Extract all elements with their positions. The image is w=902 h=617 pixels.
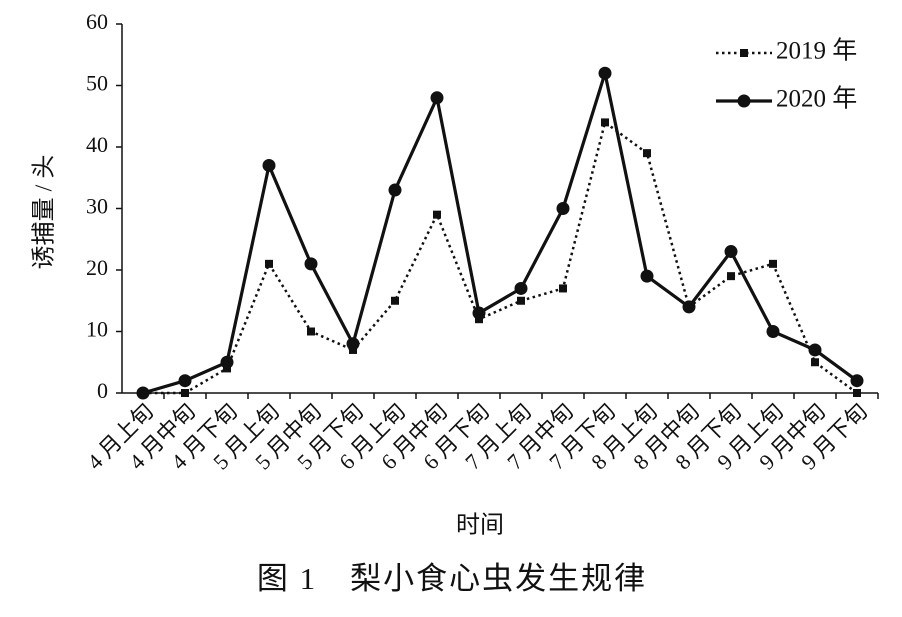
marker (220, 355, 234, 369)
x-axis-title: 时间 (456, 512, 504, 539)
marker (724, 245, 738, 259)
marker (472, 306, 486, 320)
marker (181, 389, 189, 397)
series-line (142, 72, 858, 395)
marker (388, 183, 402, 197)
marker (517, 296, 525, 305)
legend-marker (737, 94, 751, 108)
marker (559, 284, 567, 293)
marker (598, 66, 612, 80)
marker (178, 374, 192, 388)
y-tick-label: 20 (86, 255, 108, 280)
marker (307, 327, 315, 336)
marker (811, 358, 819, 367)
y-tick-label: 0 (97, 378, 108, 403)
marker (430, 91, 444, 105)
y-tick-label: 30 (86, 194, 108, 219)
marker (346, 337, 360, 351)
marker (262, 158, 276, 172)
marker (556, 202, 570, 215)
series-line (143, 120, 858, 395)
marker (853, 389, 861, 397)
legend-marker (740, 49, 748, 57)
marker (265, 259, 273, 268)
marker (769, 259, 777, 268)
marker (640, 269, 654, 283)
marker (766, 325, 780, 338)
marker (304, 257, 318, 271)
y-tick-label: 40 (86, 132, 108, 157)
marker (136, 386, 150, 400)
y-tick-label: 60 (86, 9, 108, 34)
y-axis-title: 诱捕量 / 头 (31, 155, 58, 270)
legend-label: 2020 年 (776, 85, 857, 113)
marker (514, 281, 528, 295)
marker (601, 118, 609, 127)
marker (808, 343, 822, 357)
marker (433, 210, 441, 219)
legend-label: 2019 年 (776, 37, 857, 65)
caption: 图 1 梨小食心虫发生规律 (257, 561, 647, 596)
marker (391, 296, 399, 305)
marker (850, 374, 864, 388)
y-tick-label: 50 (86, 71, 108, 96)
y-tick-label: 10 (86, 317, 108, 342)
marker (643, 149, 651, 158)
marker (727, 272, 735, 281)
marker (682, 300, 696, 314)
